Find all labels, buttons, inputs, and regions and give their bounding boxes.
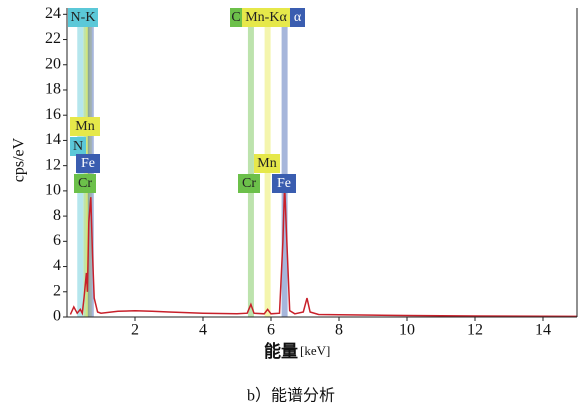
y-tick-label: 6 — [53, 232, 61, 249]
element-band — [281, 8, 288, 317]
x-tick-label: 10 — [399, 322, 415, 339]
y-tick-label: 22 — [45, 30, 61, 47]
element-band — [247, 8, 254, 317]
y-tick-label: 2 — [53, 282, 61, 299]
element-tag: α — [294, 10, 302, 25]
x-axis-unit: [keV] — [300, 343, 330, 358]
caption: b）能谱分析 — [247, 387, 335, 405]
element-tag: Fe — [277, 176, 291, 191]
element-tag-box — [70, 117, 100, 136]
y-tick-label: 10 — [45, 182, 61, 199]
element-tag-box — [272, 174, 296, 193]
y-tick-label: 16 — [45, 106, 61, 123]
element-tag: Cr — [242, 176, 256, 191]
element-tag-box — [254, 154, 280, 173]
y-tick-label: 14 — [45, 131, 61, 148]
element-tag-box — [230, 8, 242, 27]
element-tag: Mn — [75, 119, 94, 134]
element-tag: Fe — [81, 156, 95, 171]
x-tick-label: 4 — [199, 322, 207, 339]
x-tick-label: 2 — [131, 322, 139, 339]
x-tick-label: 14 — [535, 322, 551, 339]
element-tag: Cr — [78, 176, 92, 191]
x-tick-label: 12 — [467, 322, 483, 339]
x-axis-label: 能量 — [264, 341, 298, 361]
y-tick-label: 0 — [53, 308, 61, 325]
y-tick-label: 18 — [45, 81, 61, 98]
element-tag-box — [242, 8, 290, 27]
element-tag-box — [290, 8, 305, 27]
y-tick-label: 24 — [45, 5, 61, 22]
x-tick-label: 6 — [267, 322, 275, 339]
element-tag-box — [238, 174, 260, 193]
y-axis-label: cps/eV — [11, 137, 28, 182]
element-tag: N-K — [71, 10, 96, 25]
spectrum-line — [69, 184, 578, 318]
x-tick-label: 8 — [335, 322, 343, 339]
element-tag-box — [76, 154, 100, 173]
element-tag: N — [73, 139, 83, 154]
element-tag-box — [70, 137, 86, 156]
element-tag-box — [74, 174, 96, 193]
element-tag: Mn-Kα — [245, 10, 287, 25]
element-tag-box — [68, 8, 98, 27]
y-tick-label: 20 — [45, 55, 61, 72]
y-tick-label: 12 — [45, 156, 61, 173]
element-tag: C — [231, 10, 240, 25]
element-tag: Mn — [257, 156, 276, 171]
y-tick-label: 8 — [53, 207, 61, 224]
y-tick-label: 4 — [53, 257, 61, 274]
